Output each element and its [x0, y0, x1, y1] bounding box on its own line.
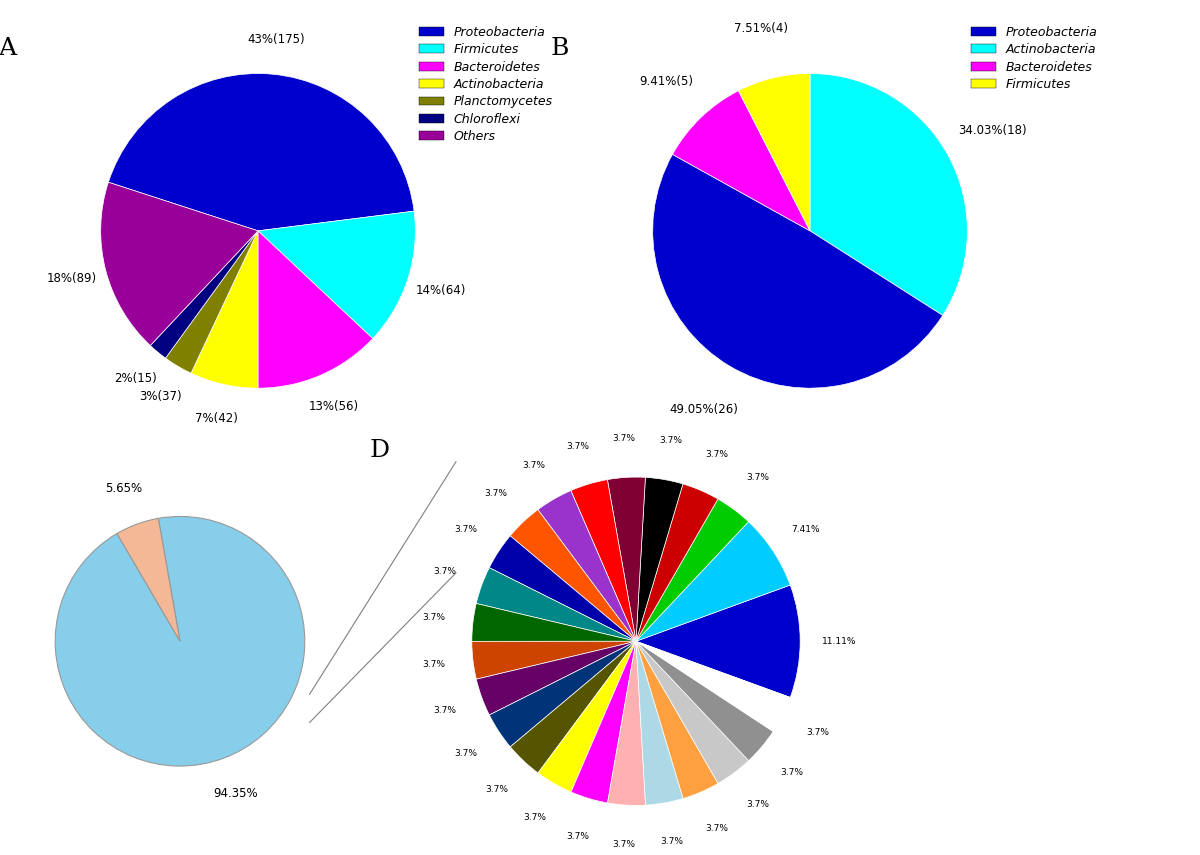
Text: 49.05%(26): 49.05%(26) — [670, 403, 738, 416]
Wedge shape — [108, 74, 414, 231]
Text: 11.11%: 11.11% — [822, 637, 857, 646]
Text: 3.7%: 3.7% — [485, 489, 508, 498]
Wedge shape — [636, 499, 749, 641]
Text: 13%(56): 13%(56) — [310, 400, 359, 414]
Wedge shape — [636, 641, 718, 799]
Wedge shape — [510, 510, 636, 641]
Text: 3.7%: 3.7% — [613, 840, 636, 849]
Wedge shape — [150, 231, 258, 358]
Text: 3.7%: 3.7% — [433, 567, 456, 576]
Text: 3.7%: 3.7% — [780, 768, 804, 776]
Text: 3.7%: 3.7% — [455, 749, 478, 758]
Wedge shape — [472, 604, 636, 641]
Wedge shape — [571, 480, 636, 641]
Wedge shape — [607, 641, 646, 805]
Text: 7.41%: 7.41% — [792, 525, 821, 534]
Text: 3.7%: 3.7% — [706, 823, 728, 833]
Wedge shape — [636, 641, 773, 761]
Wedge shape — [636, 641, 683, 805]
Wedge shape — [636, 477, 683, 641]
Text: 3.7%: 3.7% — [522, 461, 546, 469]
Wedge shape — [636, 641, 749, 783]
Text: 3.7%: 3.7% — [422, 661, 445, 669]
Wedge shape — [476, 568, 636, 641]
Text: 3.7%: 3.7% — [422, 613, 445, 622]
Text: 3.7%: 3.7% — [660, 837, 683, 846]
Text: 18%(89): 18%(89) — [47, 272, 97, 285]
Text: 14%(64): 14%(64) — [415, 284, 466, 297]
Legend: Proteobacteria, Actinobacteria, Bacteroidetes, Firmicutes: Proteobacteria, Actinobacteria, Bacteroi… — [966, 21, 1103, 96]
Text: 3.7%: 3.7% — [566, 442, 589, 451]
Text: 9.41%(5): 9.41%(5) — [638, 75, 692, 88]
Wedge shape — [101, 182, 258, 345]
Text: A: A — [0, 37, 17, 60]
Text: 3%(37): 3%(37) — [139, 390, 181, 403]
Wedge shape — [258, 231, 373, 388]
Wedge shape — [510, 641, 636, 773]
Text: 3.7%: 3.7% — [806, 728, 829, 737]
Legend: Proteobacteria, Firmicutes, Bacteroidetes, Actinobacteria, Planctomycetes, Chlor: Proteobacteria, Firmicutes, Bacteroidete… — [414, 21, 558, 148]
Wedge shape — [490, 641, 636, 746]
Wedge shape — [538, 641, 636, 792]
Text: 3.7%: 3.7% — [704, 450, 728, 459]
Text: 3.7%: 3.7% — [523, 813, 546, 822]
Wedge shape — [258, 211, 415, 339]
Wedge shape — [653, 155, 943, 388]
Text: 7.51%(4): 7.51%(4) — [734, 22, 788, 35]
Wedge shape — [116, 518, 180, 641]
Text: 43%(175): 43%(175) — [247, 33, 305, 46]
Text: 3.7%: 3.7% — [746, 474, 769, 482]
Text: D: D — [370, 439, 390, 463]
Wedge shape — [571, 641, 636, 803]
Text: 3.7%: 3.7% — [612, 433, 636, 443]
Text: 3.7%: 3.7% — [433, 706, 456, 716]
Text: 3.7%: 3.7% — [455, 525, 478, 534]
Wedge shape — [166, 231, 258, 373]
Wedge shape — [672, 91, 810, 231]
Text: B: B — [551, 37, 569, 60]
Wedge shape — [810, 74, 967, 315]
Text: 34.03%(18): 34.03%(18) — [958, 125, 1026, 138]
Text: 3.7%: 3.7% — [485, 785, 508, 794]
Text: 5.65%: 5.65% — [106, 482, 143, 495]
Text: 2%(15): 2%(15) — [114, 372, 157, 386]
Wedge shape — [538, 491, 636, 641]
Text: 3.7%: 3.7% — [566, 832, 589, 840]
Wedge shape — [636, 641, 791, 731]
Text: 3.7%: 3.7% — [746, 800, 769, 809]
Wedge shape — [636, 585, 800, 698]
Text: 94.35%: 94.35% — [214, 787, 258, 800]
Text: 3.7%: 3.7% — [660, 436, 683, 445]
Wedge shape — [55, 516, 305, 766]
Wedge shape — [607, 477, 646, 641]
Wedge shape — [636, 484, 718, 641]
Wedge shape — [636, 522, 791, 641]
Wedge shape — [476, 641, 636, 715]
Wedge shape — [738, 74, 810, 231]
Text: 7%(42): 7%(42) — [194, 411, 238, 425]
Wedge shape — [490, 536, 636, 641]
Wedge shape — [191, 231, 258, 388]
Wedge shape — [472, 641, 636, 679]
